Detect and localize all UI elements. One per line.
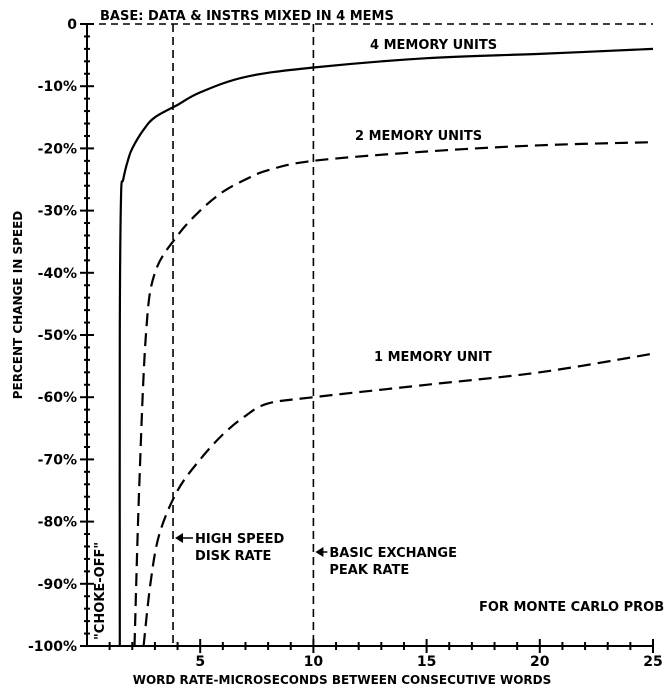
series-label-1-memory-unit: 1 MEMORY UNIT bbox=[374, 350, 492, 365]
x-tick-label: 10 bbox=[304, 654, 324, 670]
series-line-2 bbox=[133, 141, 654, 647]
y-tick-label: -70% bbox=[38, 452, 77, 468]
baseline-label: BASE: DATA & INSTRS MIXED IN 4 MEMS bbox=[100, 9, 394, 24]
y-tick-label: -20% bbox=[38, 141, 77, 157]
x-tick-label: 20 bbox=[530, 654, 550, 670]
exchange-rate-label-line-1: BASIC EXCHANGE bbox=[329, 546, 457, 561]
y-tick-label: -30% bbox=[38, 204, 77, 220]
y-tick-label: -80% bbox=[38, 515, 77, 531]
arrow-icon bbox=[315, 547, 324, 557]
disk-rate-label-line-1: HIGH SPEED bbox=[195, 532, 284, 547]
y-tick-label: -90% bbox=[38, 577, 77, 593]
y-tick-label: 0 bbox=[67, 17, 77, 33]
y-tick-label: -40% bbox=[38, 266, 77, 282]
series-line-3 bbox=[142, 352, 654, 647]
y-axis-title: PERCENT CHANGE IN SPEED bbox=[11, 211, 25, 400]
y-axis-ticks: 0 -10% -20% -30% -40% -50% -60% -70% -80% -90% -10… bbox=[28, 17, 94, 655]
arrow-icon bbox=[175, 533, 184, 543]
series-label-2-memory-units: 2 MEMORY UNITS bbox=[355, 129, 482, 144]
series-lines bbox=[118, 47, 654, 647]
choke-off-label: "CHOKE-OFF" bbox=[93, 542, 108, 640]
y-tick-label: -50% bbox=[38, 328, 77, 344]
exchange-rate-label-line-2: PEAK RATE bbox=[329, 563, 409, 578]
x-tick-label: 25 bbox=[643, 654, 662, 670]
y-tick-label: -10% bbox=[38, 79, 77, 95]
chart-labels: BASE: DATA & INSTRS MIXED IN 4 MEMS 4 MEM… bbox=[11, 9, 664, 687]
y-tick-label: -100% bbox=[28, 639, 77, 655]
reference-lines bbox=[87, 23, 653, 646]
series-label-4-memory-units: 4 MEMORY UNITS bbox=[370, 38, 497, 53]
y-tick-label: -60% bbox=[38, 390, 77, 406]
x-axis-title: WORD RATE-MICROSECONDS BETWEEN CONSECUTI… bbox=[133, 673, 552, 687]
x-tick-label: 5 bbox=[195, 654, 205, 670]
x-axis-ticks: 5 10 15 20 25 bbox=[108, 639, 663, 670]
problem-label: FOR MONTE CARLO PROB bbox=[479, 600, 664, 615]
x-tick-label: 15 bbox=[417, 654, 436, 670]
series-line-1 bbox=[118, 47, 654, 647]
disk-rate-label-line-2: DISK RATE bbox=[195, 549, 271, 564]
